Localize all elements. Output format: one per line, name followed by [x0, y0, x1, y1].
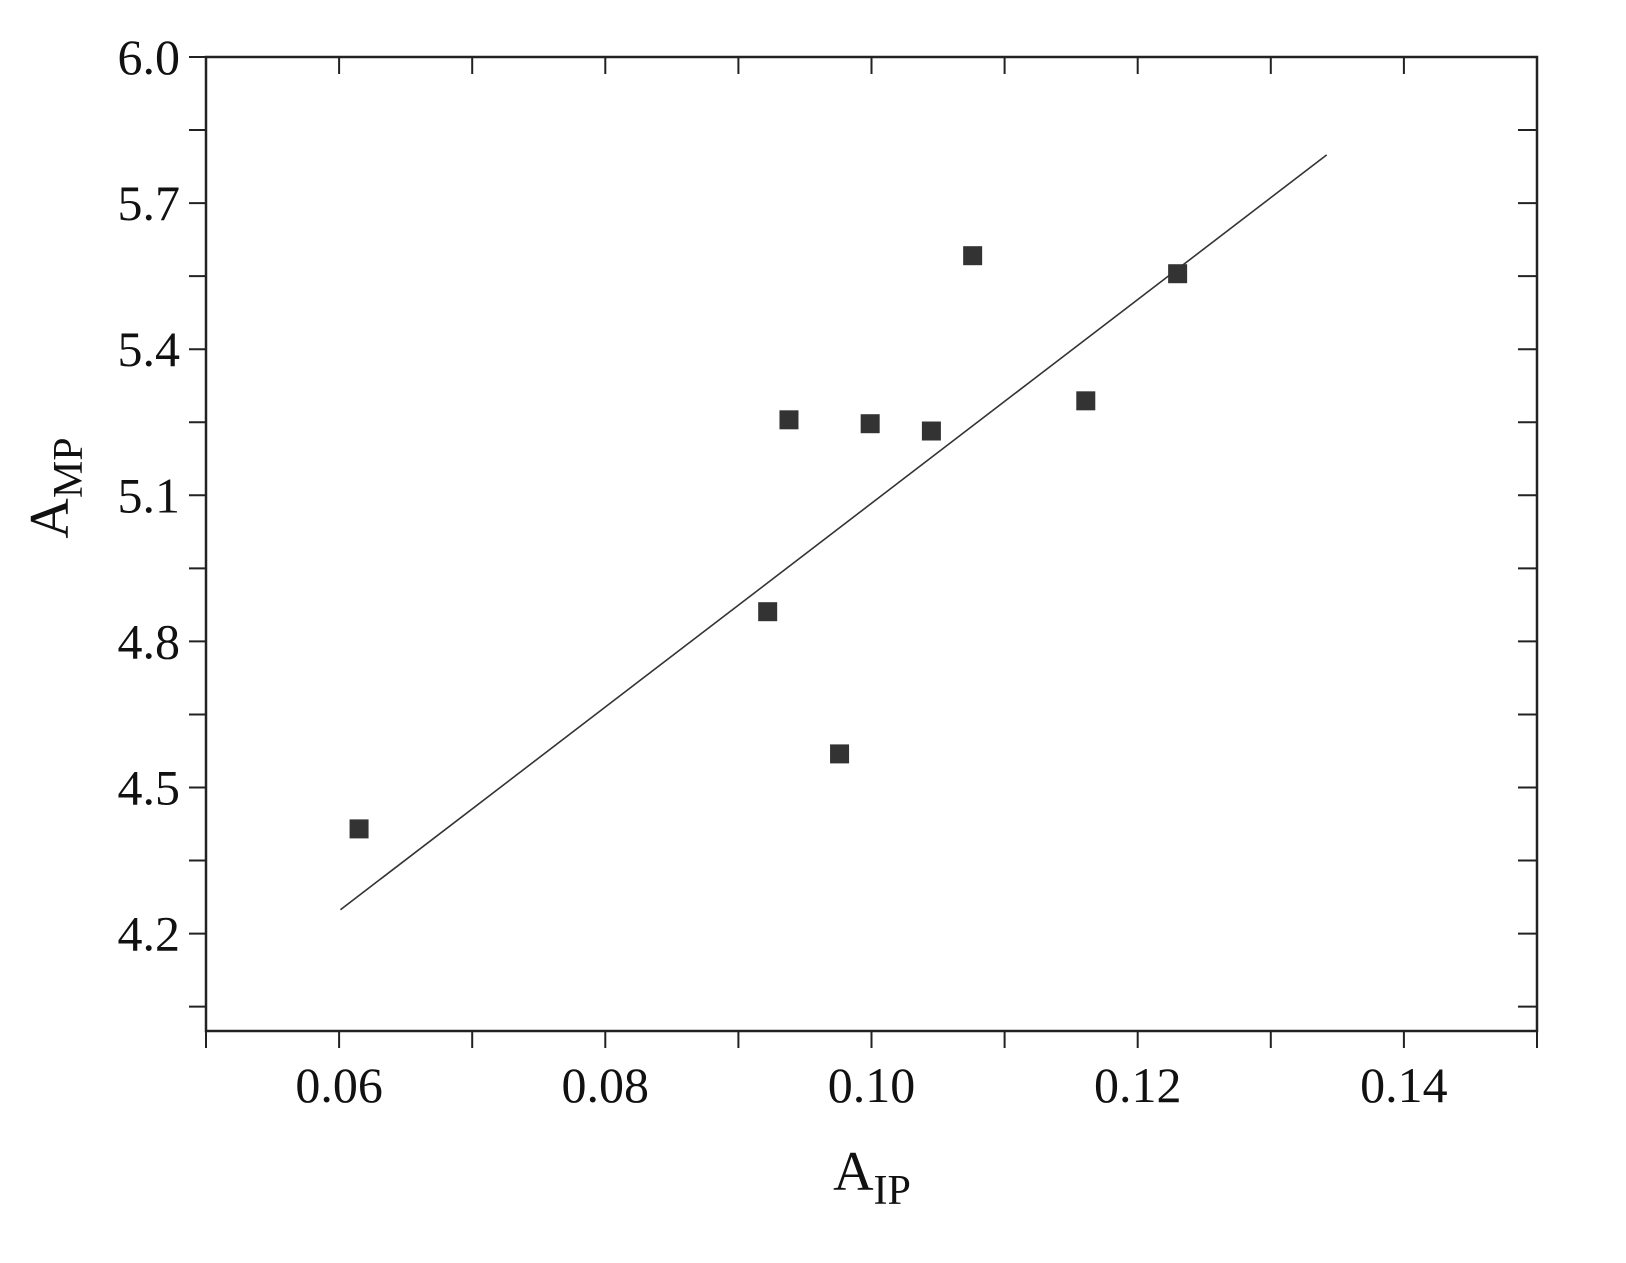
y-tick-label: 4.8 — [118, 613, 181, 669]
x-tick-label: 0.12 — [1094, 1057, 1182, 1113]
y-tick-label: 4.2 — [118, 906, 181, 962]
fit-line — [339, 154, 1328, 911]
y-tick-label: 5.7 — [118, 175, 181, 231]
data-point — [779, 410, 799, 430]
data-point — [921, 421, 941, 441]
x-axis-label: AIP — [833, 1141, 911, 1214]
x-tick-label: 0.08 — [562, 1057, 650, 1113]
x-tick-label: 0.14 — [1360, 1057, 1448, 1113]
y-tick-label: 4.5 — [118, 760, 181, 816]
data-point — [860, 414, 880, 434]
data-point — [758, 602, 778, 622]
plot-frame — [204, 55, 1539, 1033]
data-point — [1168, 264, 1188, 284]
x-tick-label: 0.06 — [295, 1057, 383, 1113]
tick-labels: 0.06 0.08 0.10 0.12 0.14 4.2 4.5 4.8 5.1 5.4 5.7 6.… — [118, 29, 1448, 1113]
y-tick-label: 5.1 — [118, 467, 181, 523]
data-point — [963, 246, 983, 266]
y-axis-label: AMP — [19, 437, 92, 538]
axis-ticks — [189, 56, 1538, 1048]
data-point — [1076, 391, 1096, 411]
data-points — [349, 246, 1188, 839]
y-tick-label: 6.0 — [118, 29, 181, 85]
y-tick-label: 5.4 — [118, 321, 181, 377]
data-point — [830, 744, 850, 764]
data-point — [349, 819, 369, 839]
x-tick-label: 0.10 — [828, 1057, 916, 1113]
